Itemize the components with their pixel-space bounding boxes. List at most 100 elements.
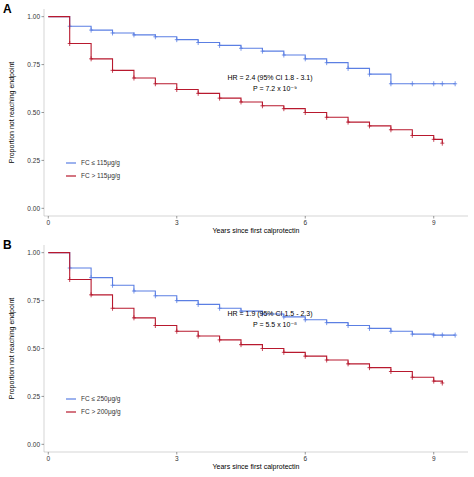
y-tick-label: 1.00 — [27, 249, 40, 256]
censor-mark — [153, 81, 157, 86]
censor-mark — [432, 333, 436, 338]
censor-mark — [389, 81, 393, 86]
censor-mark — [432, 81, 436, 86]
censor-mark — [68, 277, 72, 282]
censor-mark — [239, 342, 243, 347]
censor-mark — [89, 56, 93, 61]
censor-mark — [218, 96, 222, 101]
annotation: HR = 1.9 (95% CI 1.5 - 2.3) — [227, 310, 312, 318]
censor-mark — [196, 91, 200, 96]
censor-mark — [325, 320, 329, 325]
y-tick-label: 0.00 — [27, 205, 40, 212]
x-axis — [44, 216, 468, 217]
y-tick-label: 0.00 — [27, 441, 40, 448]
censor-mark — [303, 110, 307, 115]
censor-mark — [325, 115, 329, 120]
x-tick-label: 0 — [46, 219, 50, 226]
legend-swatch — [66, 162, 76, 163]
legend-swatch — [66, 398, 76, 399]
legend-swatch — [66, 175, 76, 176]
legend-label: FC > 200μg/g — [81, 408, 121, 416]
annotation: P = 5.5 x 10⁻⁸ — [253, 321, 297, 328]
censor-mark — [196, 334, 200, 339]
censor-mark — [367, 326, 371, 331]
censor-mark — [389, 369, 393, 374]
y-tick — [42, 348, 45, 349]
plot-area — [48, 253, 457, 386]
plot-area — [48, 17, 457, 146]
censor-mark — [410, 81, 414, 86]
censor-mark — [153, 34, 157, 39]
y-tick-label: 0.50 — [27, 109, 40, 116]
censor-mark — [239, 99, 243, 104]
censor-mark — [453, 81, 457, 86]
y-axis-label: Proportion not reaching endpoint — [8, 62, 16, 164]
censor-mark — [440, 81, 444, 86]
y-tick — [42, 208, 45, 209]
censor-mark — [440, 381, 444, 386]
survival-curve — [48, 17, 442, 144]
y-tick-label: 0.25 — [27, 157, 40, 164]
survival-curve — [48, 253, 442, 383]
censor-mark — [175, 329, 179, 334]
censor-mark — [367, 123, 371, 128]
y-tick — [42, 160, 45, 161]
annotation: P = 7.2 x 10⁻⁹ — [253, 85, 297, 92]
censor-mark — [325, 358, 329, 363]
x-tick-label: 9 — [432, 219, 436, 226]
x-tick-label: 0 — [46, 455, 50, 462]
x-tick-label: 9 — [432, 455, 436, 462]
censor-mark — [410, 375, 414, 380]
y-tick-label: 0.25 — [27, 393, 40, 400]
censor-mark — [346, 120, 350, 125]
censor-mark — [111, 306, 115, 311]
y-tick — [42, 16, 45, 17]
censor-mark — [260, 49, 264, 54]
panel: B0.000.250.500.751.000369Years since fir… — [3, 238, 468, 471]
censor-mark — [410, 332, 414, 337]
y-tick — [42, 300, 45, 301]
legend-label: FC > 115μg/g — [81, 172, 121, 180]
censor-mark — [175, 37, 179, 42]
x-axis-label: Years since first calprotectin — [213, 463, 300, 471]
y-tick-label: 1.00 — [27, 13, 40, 20]
legend-swatch — [66, 411, 76, 412]
censor-mark — [346, 323, 350, 328]
censor-mark — [282, 106, 286, 111]
censor-mark — [440, 141, 444, 146]
censor-mark — [303, 56, 307, 61]
x-tick-label: 3 — [175, 455, 179, 462]
censor-mark — [453, 333, 457, 338]
y-tick — [42, 112, 45, 113]
censor-mark — [282, 53, 286, 58]
censor-mark — [367, 365, 371, 370]
censor-mark — [432, 137, 436, 142]
y-tick — [42, 64, 45, 65]
censor-mark — [132, 76, 136, 81]
censor-mark — [68, 41, 72, 46]
panel: A0.000.250.500.751.000369Years since fir… — [3, 2, 468, 235]
censor-mark — [218, 43, 222, 48]
censor-mark — [218, 306, 222, 311]
survival-curve — [48, 17, 455, 84]
censor-mark — [346, 361, 350, 366]
censor-mark — [260, 346, 264, 351]
y-axis-label: Proportion not reaching endpoint — [8, 298, 16, 400]
y-tick — [42, 396, 45, 397]
x-axis-label: Years since first calprotectin — [213, 227, 300, 235]
panel-label: B — [3, 238, 12, 252]
censor-mark — [367, 72, 371, 77]
censor-mark — [175, 298, 179, 303]
censor-mark — [260, 103, 264, 108]
censor-mark — [389, 329, 393, 334]
censor-mark — [196, 40, 200, 45]
censor-mark — [153, 323, 157, 328]
y-tick — [42, 444, 45, 445]
censor-mark — [132, 289, 136, 294]
x-axis — [44, 452, 468, 453]
y-tick-label: 0.75 — [27, 61, 40, 68]
censor-mark — [440, 333, 444, 338]
x-tick-label: 6 — [303, 455, 307, 462]
survival-curve — [48, 253, 455, 335]
x-tick-label: 6 — [303, 219, 307, 226]
